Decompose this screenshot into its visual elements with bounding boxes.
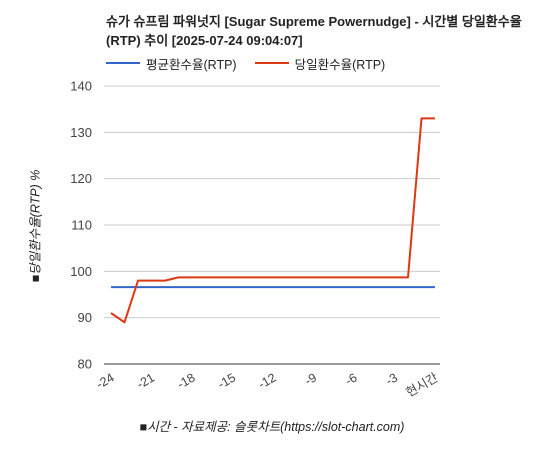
x-tick-label: -24 [94,370,117,391]
x-tick-labels: -24 -21 -18 -15 -12 -9 -6 -3 현시간 [94,370,441,400]
x-tick-label: -15 [215,370,238,391]
y-tick-label: 90 [78,310,92,325]
legend-item-daily[interactable]: 당일환수율(RTP) [254,54,386,73]
gridlines [104,85,440,365]
series-lines [110,117,435,324]
x-tick-label: 현시간 [404,370,441,400]
x-tick-label: -9 [302,370,319,388]
legend-item-average[interactable]: 평균환수율(RTP) [106,54,237,73]
legend-swatch-daily [254,62,289,64]
x-tick-label: -12 [256,370,279,391]
chart-title: 슈가 슈프림 파워넛지 [Sugar Supreme Powernudge] -… [106,14,522,48]
y-tick-label: 110 [71,218,92,233]
x-axis-label: ■시간 - 자료제공: 슬롯차트(https://slot-chart.com) [139,420,405,434]
x-tick-label: -6 [343,370,360,388]
y-tick-label: 120 [70,171,92,186]
legend-swatch-average [106,62,140,64]
x-tick-label: -3 [383,370,400,388]
y-tick-labels: 80 90 100 110 120 130 140 [70,79,92,372]
x-tick-label: -21 [134,370,157,391]
legend-label-average: 평균환수율(RTP) [146,57,237,72]
y-tick-label: 130 [70,125,92,140]
series-line-daily [110,117,435,324]
x-tick-label: -18 [175,370,198,391]
legend: 평균환수율(RTP) 당일환수율(RTP) [106,54,403,72]
y-tick-label: 100 [70,264,92,279]
y-tick-label: 80 [78,357,92,372]
y-tick-label: 140 [70,79,92,94]
legend-label-daily: 당일환수율(RTP) [294,57,386,72]
